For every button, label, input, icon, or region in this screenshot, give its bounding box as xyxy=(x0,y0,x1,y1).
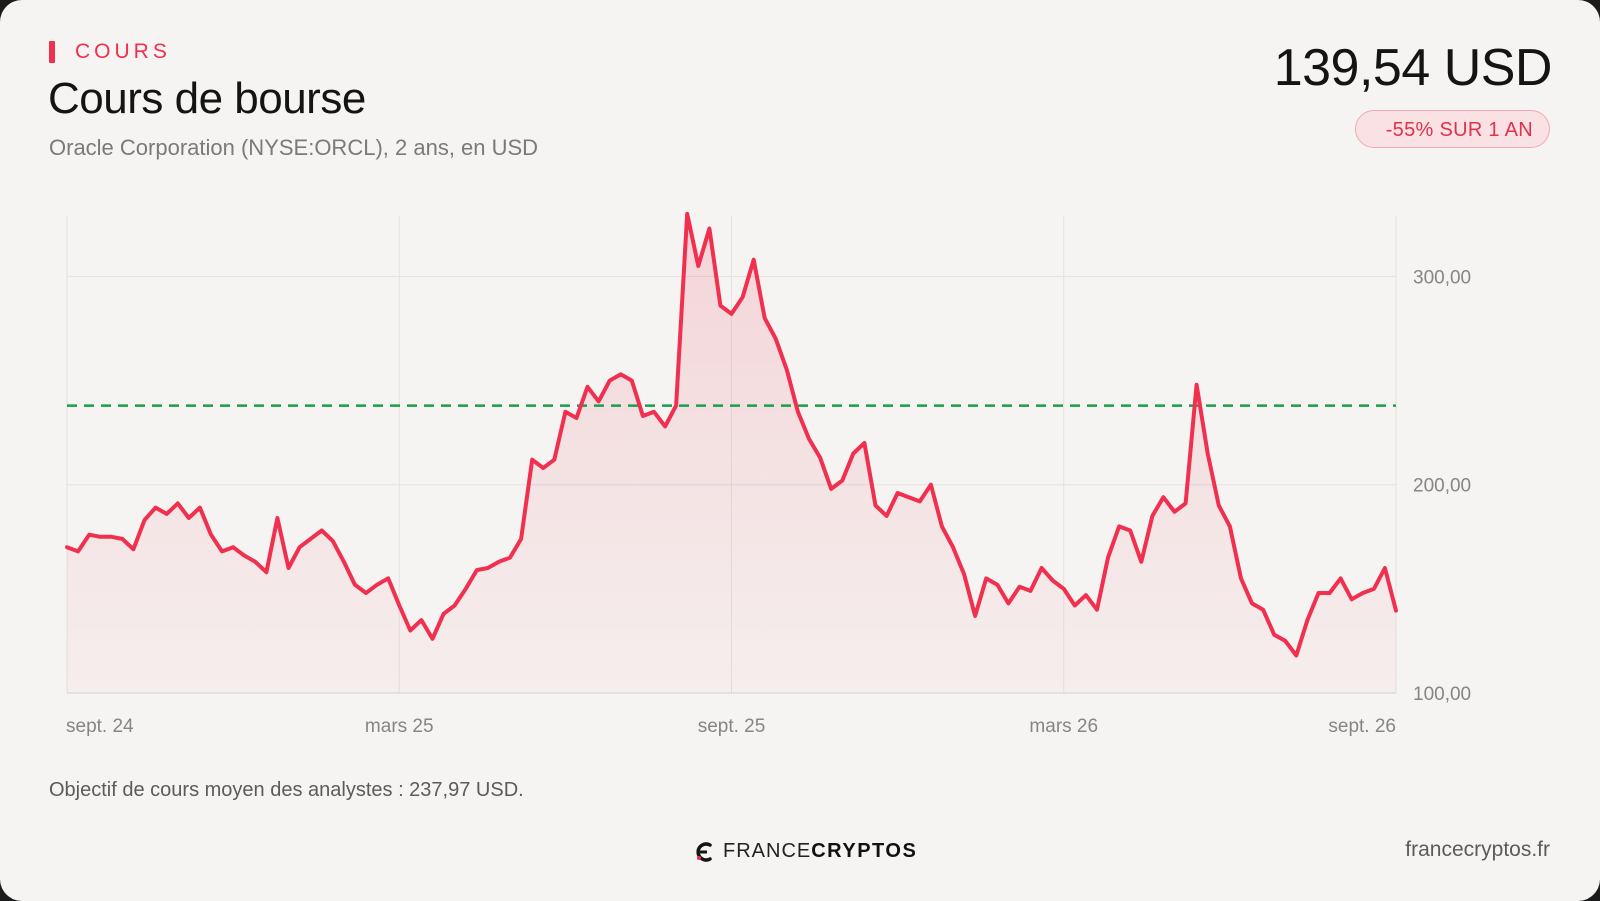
brand-logo: FRANCE CRYPTOS xyxy=(693,840,917,863)
france-cryptos-logo-icon xyxy=(696,841,712,862)
yearly-change-badge: -55% SUR 1 AN xyxy=(1354,110,1550,148)
y-tick-label: 300,00 xyxy=(1413,267,1471,288)
y-tick-label: 200,00 xyxy=(1413,476,1471,497)
y-tick-label: 100,00 xyxy=(1413,684,1471,705)
price-area xyxy=(67,213,1396,693)
price-line xyxy=(65,211,1398,658)
page-subtitle: Oracle Corporation (NYSE:ORCL), 2 ans, e… xyxy=(49,135,539,160)
page-title: Cours de bourse xyxy=(48,74,366,123)
x-tick-label: sept. 24 xyxy=(66,716,134,737)
brand-name-bold: CRYPTOS xyxy=(811,840,918,862)
axis-ticks: sept. 24 mars 25 sept. 25 mars 26 sept. 26 10… xyxy=(66,267,1471,737)
x-tick-label: sept. 25 xyxy=(698,716,766,737)
kicker-label: COURS xyxy=(75,40,171,63)
section-kicker: COURS xyxy=(49,40,171,64)
x-tick-label: sept. 26 xyxy=(1328,716,1396,737)
site-url: francecryptos.fr xyxy=(1405,838,1550,861)
current-price: 139,54 USD xyxy=(1273,39,1553,97)
kicker-accent-bar xyxy=(49,41,55,63)
x-tick-label: mars 25 xyxy=(365,716,434,737)
analyst-target-note: Objectif de cours moyen des analystes : … xyxy=(49,779,524,801)
x-tick-label: mars 26 xyxy=(1029,716,1098,737)
brand-name-light: FRANCE xyxy=(723,840,812,862)
